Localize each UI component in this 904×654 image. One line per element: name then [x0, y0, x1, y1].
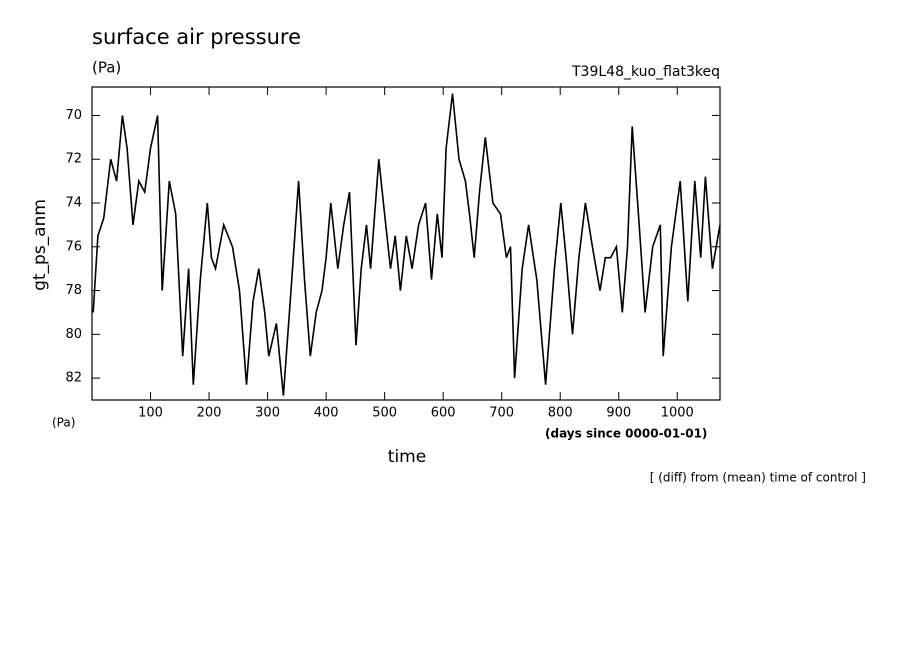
x-tick-label: 800	[548, 406, 573, 421]
y-tick-label: 78	[65, 283, 82, 298]
y-tick-label: 72	[65, 152, 82, 167]
annotation: [ (diff) from (mean) time of control ]	[650, 471, 866, 485]
run-label: T39L48_kuo_flat3keq	[571, 64, 720, 80]
x-tick-label: 1000	[661, 406, 694, 421]
y-tick-label: 80	[65, 327, 82, 342]
x-tick-label: 500	[372, 406, 397, 421]
x-tick-label: 300	[255, 406, 280, 421]
y-axis-label: gt_ps_anm	[30, 199, 50, 291]
y-tick-label: 82	[65, 371, 82, 386]
y-unit: (Pa)	[52, 416, 75, 430]
x-tick-label: 400	[314, 406, 339, 421]
x-unit: (days since 0000-01-01)	[545, 427, 707, 441]
x-tick-label: 900	[606, 406, 631, 421]
x-tick-label: 600	[431, 406, 456, 421]
data-line	[92, 93, 721, 396]
x-tick-label: 100	[138, 406, 163, 421]
chart-subtitle: (Pa)	[92, 59, 121, 77]
y-tick-label: 76	[65, 239, 82, 254]
x-tick-label: 700	[489, 406, 514, 421]
y-tick-label: 70	[65, 108, 82, 123]
plot-frame	[91, 86, 721, 401]
chart-title: surface air pressure	[92, 25, 301, 49]
x-tick-label: 200	[197, 406, 222, 421]
x-axis-label: time	[388, 447, 426, 467]
y-tick-label: 74	[65, 196, 82, 211]
